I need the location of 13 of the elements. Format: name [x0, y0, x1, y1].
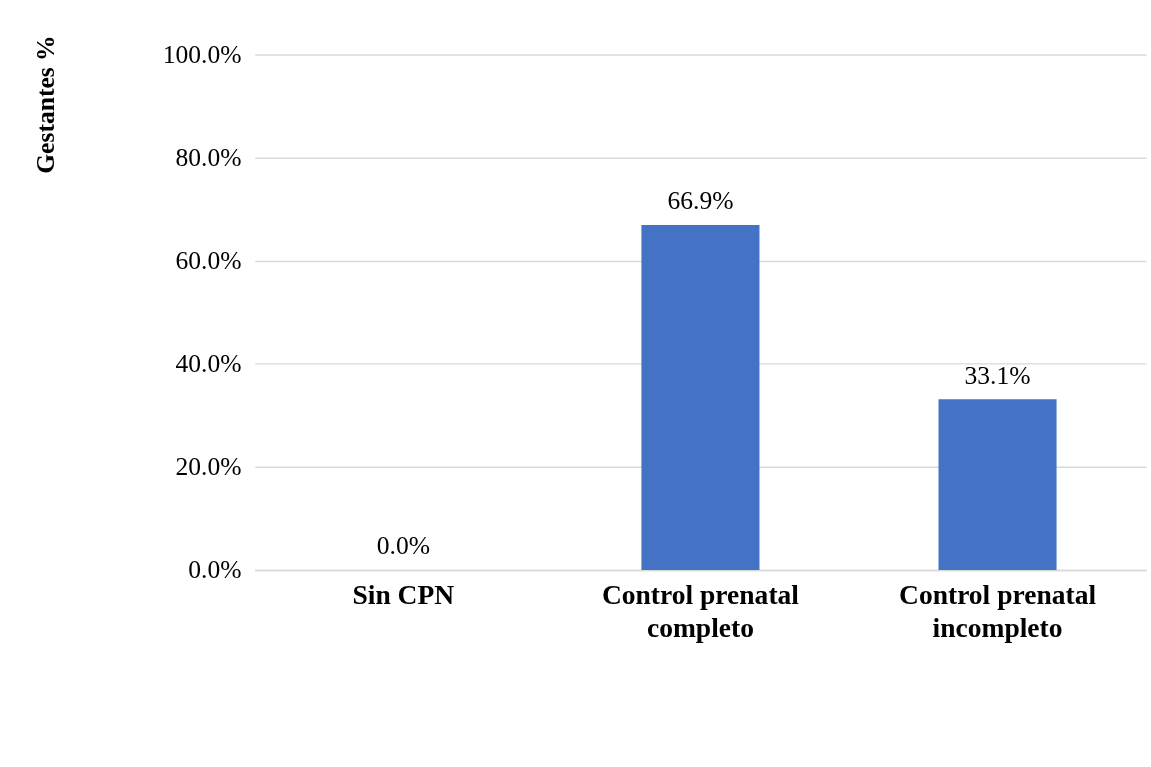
- y-tick-label: 40.0%: [175, 349, 242, 379]
- x-tick-label: Control prenatal completo: [601, 578, 800, 644]
- x-tick-label: Sin CPN: [352, 578, 455, 610]
- x-tick-label: Control prenatal incompleto: [899, 578, 1097, 644]
- y-tick-label: 60.0%: [175, 246, 242, 276]
- y-tick-label: 0.0%: [188, 555, 242, 585]
- y-tick-label: 80.0%: [175, 142, 242, 172]
- data-label: 33.1%: [964, 360, 1031, 390]
- data-label: 0.0%: [376, 531, 430, 561]
- y-axis-title: Gestantes %: [30, 35, 60, 174]
- data-label: 66.9%: [667, 186, 734, 216]
- y-tick-label: 20.0%: [175, 452, 242, 482]
- y-tick-label: 100.0%: [162, 39, 242, 69]
